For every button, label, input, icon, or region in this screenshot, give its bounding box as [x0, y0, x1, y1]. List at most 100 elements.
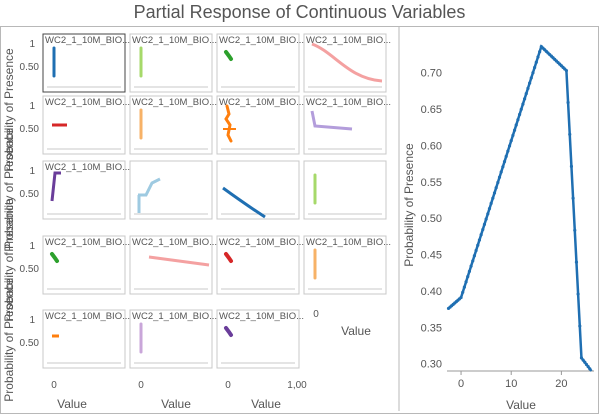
panel-2-3: [303, 160, 387, 220]
y-tick-label: 1: [29, 166, 35, 177]
main-series-point: [521, 102, 525, 106]
main-series-point: [536, 55, 540, 59]
main-series-point: [522, 97, 527, 101]
main-series-point: [476, 243, 480, 247]
main-series-point: [477, 238, 482, 242]
y-tick-label: 1: [29, 315, 35, 326]
panel-4-0: WC2_1_10M_BIO...: [42, 309, 130, 369]
x-tick-label: 1,00: [287, 380, 307, 391]
y-tick-label: 0.35: [421, 322, 442, 334]
y-tick-label: 0.50: [20, 189, 40, 200]
main-series-point: [504, 154, 508, 158]
panel-title: WC2_1_10M_BIO...: [132, 311, 217, 322]
y-tick-label: 0.65: [421, 104, 442, 116]
panel-title: WC2_1_10M_BIO...: [45, 35, 130, 46]
panel-2-0: WC2_1_10M_BIO...: [42, 160, 130, 220]
panel-frame: [216, 160, 300, 220]
main-series-point: [506, 149, 510, 153]
panel-0-3: WC2_1_10M_BIO...: [303, 33, 391, 93]
panel-frame: [216, 33, 300, 93]
series-line: [224, 252, 233, 263]
main-series-point: [514, 123, 518, 127]
y-tick-label: 1: [29, 39, 35, 50]
main-series-point: [581, 358, 585, 362]
y-tick-label: 1: [29, 241, 35, 252]
main-series-point: [528, 81, 532, 85]
y-tick-label: 0.40: [421, 286, 442, 298]
y-tick-label: 0.50: [20, 338, 40, 349]
panel-frame: [129, 33, 213, 93]
panel-title: WC2_1_10M_BIO...: [132, 97, 217, 108]
main-y-axis-label: Probability of Presence: [402, 143, 416, 267]
main-series-point: [568, 132, 572, 137]
y-tick-label: 0.45: [421, 250, 442, 262]
main-series-point: [584, 362, 589, 367]
main-series-point: [573, 228, 577, 232]
y-tick-label: 0.60: [421, 140, 442, 152]
main-series-point: [569, 164, 574, 168]
series-line: [224, 50, 233, 61]
panel-title: WC2_1_10M_BIO...: [45, 97, 130, 108]
panel-title: WC2_1_10M_BIO...: [219, 35, 304, 46]
panel-frame: [42, 235, 126, 295]
main-series-point: [507, 144, 512, 148]
panel-title: WC2_1_10M_BIO...: [132, 237, 217, 248]
y-tick-label: 0.50: [20, 62, 40, 73]
panel-title: WC2_1_10M_BIO...: [219, 311, 304, 322]
panel-4-2: WC2_1_10M_BIO...: [216, 309, 304, 369]
panel-2-2: [216, 160, 300, 220]
panel-title: WC2_1_10M_BIO...: [306, 237, 391, 248]
main-series-point: [489, 201, 493, 206]
y-tick-label: 0.70: [421, 68, 442, 80]
panel-1-2: WC2_1_10M_BIO...: [216, 95, 304, 155]
main-series-point: [494, 186, 498, 190]
main-series-point: [534, 60, 538, 64]
panel-frame: [129, 309, 213, 369]
y-tick-label: 1: [29, 101, 35, 112]
panel-1-1: WC2_1_10M_BIO...: [129, 95, 217, 155]
main-series-point: [512, 128, 517, 132]
main-series-point: [484, 217, 488, 221]
x-tick-label: 0: [458, 378, 464, 390]
main-series-point: [502, 159, 507, 164]
panel-3-2: WC2_1_10M_BIO...: [216, 235, 304, 295]
main-series-point: [487, 207, 492, 211]
main-series-line: [447, 44, 593, 372]
panel-1-3: WC2_1_10M_BIO...: [303, 95, 391, 155]
grid-ylabel: Probability of Presence: [2, 198, 16, 322]
main-series-point: [474, 248, 478, 253]
main-series-point: [531, 71, 535, 75]
main-series-point: [481, 227, 485, 232]
main-series-point: [479, 233, 483, 237]
y-tick-label: 0.50: [421, 213, 442, 225]
main-series-point: [464, 280, 468, 284]
main-series-point: [517, 112, 522, 117]
x-tick-label: 0: [225, 380, 231, 391]
panel-frame: [303, 33, 387, 93]
panel-frame: [129, 95, 213, 155]
panel-2-1: [129, 160, 213, 220]
series-line: [310, 110, 353, 131]
x-tick-label: 0: [138, 380, 144, 391]
main-series-point: [578, 324, 582, 328]
panel-1-0: WC2_1_10M_BIO...: [42, 95, 130, 155]
y-tick-label: 0.30: [421, 359, 442, 371]
panel-frame: [216, 235, 300, 295]
y-tick-label: 0.50: [20, 124, 40, 135]
main-series-point: [469, 264, 473, 268]
panel-frame: [303, 160, 387, 220]
main-series-point: [491, 196, 495, 200]
panel-3-3: WC2_1_10M_BIO...: [303, 235, 391, 295]
main-series-point: [472, 254, 477, 258]
main-series-point: [576, 292, 580, 296]
grid-ylabel: Probability of Presence: [2, 48, 16, 172]
main-series-point: [526, 86, 530, 90]
panel-0-2: WC2_1_10M_BIO...: [216, 33, 304, 93]
x-tick-label: 10: [505, 378, 517, 390]
panel-title: WC2_1_10M_BIO...: [132, 35, 217, 46]
main-series-point: [459, 295, 463, 300]
series-line: [50, 252, 59, 263]
series-line: [222, 186, 266, 219]
main-series-point: [486, 212, 490, 216]
panel-frame: [129, 160, 213, 220]
